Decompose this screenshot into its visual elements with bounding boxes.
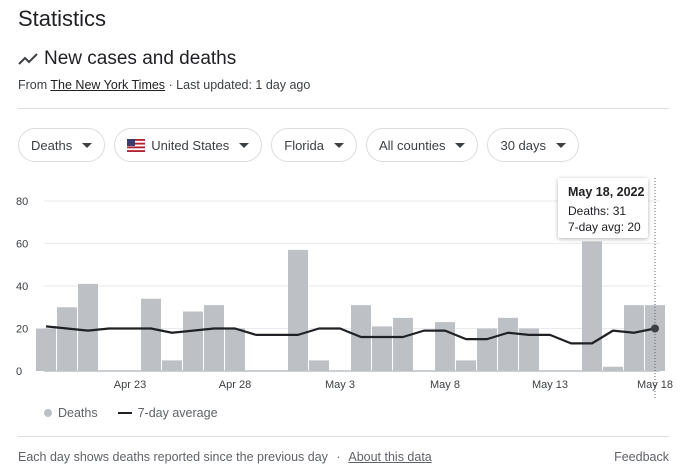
chevron-down-icon	[334, 142, 344, 148]
range-dropdown-label: 30 days	[500, 137, 547, 153]
chevron-down-icon	[82, 142, 93, 148]
death-bar	[582, 241, 602, 371]
page-title: Statistics	[18, 6, 107, 31]
source-prefix: From	[18, 78, 48, 92]
x-tick-label: Apr 23	[114, 379, 146, 391]
section-title: New cases and deaths	[44, 48, 237, 69]
chevron-down-icon	[455, 142, 466, 148]
death-bar	[624, 305, 644, 371]
y-tick-label: 20	[16, 324, 28, 336]
y-tick-label: 60	[16, 239, 28, 251]
filter-bar: Deaths United States Florida All countie…	[18, 128, 580, 162]
state-dropdown[interactable]: Florida	[271, 128, 357, 162]
feedback-link[interactable]: Feedback	[614, 450, 669, 464]
chevron-down-icon	[556, 142, 567, 148]
x-tick-label: Apr 28	[219, 379, 251, 391]
death-bar	[162, 360, 182, 371]
death-bar	[645, 305, 665, 371]
range-dropdown[interactable]: 30 days	[487, 128, 580, 162]
source-line: From The New York Times · Last updated: …	[18, 78, 310, 92]
death-bar	[498, 317, 518, 371]
chevron-down-icon	[239, 142, 250, 148]
state-dropdown-label: Florida	[284, 137, 324, 153]
y-tick-label: 0	[16, 366, 22, 378]
average-line	[45, 325, 656, 345]
divider-top	[18, 108, 669, 109]
county-dropdown-label: All counties	[379, 137, 446, 153]
tooltip-date: May 18, 2022	[568, 185, 645, 199]
death-bar	[36, 328, 56, 371]
legend-bar-swatch	[44, 409, 52, 417]
tooltip-average: 7-day avg: 20	[568, 220, 641, 234]
death-bar	[393, 317, 413, 371]
about-data-link[interactable]: About this data	[348, 450, 432, 464]
death-bar	[225, 328, 245, 371]
source-updated: · Last updated: 1 day ago	[168, 78, 311, 92]
county-dropdown[interactable]: All counties	[366, 128, 479, 162]
death-bar	[603, 366, 623, 371]
chart-legend: Deaths 7-day average	[44, 406, 218, 420]
death-bar	[519, 328, 539, 371]
trending-line-icon	[18, 53, 38, 65]
metric-dropdown[interactable]: Deaths	[18, 128, 106, 162]
death-bar	[456, 360, 476, 371]
death-bar	[309, 360, 329, 371]
death-bar	[477, 328, 497, 371]
country-dropdown-label: United States	[151, 137, 230, 153]
footer-separator: ·	[336, 450, 341, 464]
death-bar	[288, 249, 308, 371]
death-bar	[372, 326, 392, 371]
death-bar	[57, 307, 77, 371]
source-publisher-link[interactable]: The New York Times	[50, 78, 166, 92]
death-bar	[183, 311, 203, 371]
death-bar	[435, 322, 455, 371]
legend-line-label: 7-day average	[137, 406, 218, 420]
us-flag-icon	[127, 138, 146, 152]
x-tick-label: May 8	[430, 379, 460, 391]
death-bar	[141, 298, 161, 371]
divider-bottom	[18, 436, 669, 437]
x-tick-label: May 18	[637, 379, 673, 391]
deaths-chart[interactable]: 0 20 40 60 80 Apr 23 Apr 28 May 3 May 8 May 13 May…	[0, 170, 693, 402]
highlight-point	[651, 324, 659, 333]
tooltip-deaths: Deaths: 31	[568, 204, 627, 218]
y-tick-label: 40	[16, 281, 28, 293]
country-dropdown[interactable]: United States	[114, 128, 263, 162]
legend-bar-label: Deaths	[58, 406, 98, 420]
death-bar	[204, 305, 224, 371]
x-tick-label: May 13	[532, 379, 568, 391]
legend-line-swatch	[117, 412, 132, 414]
x-tick-label: May 3	[325, 379, 355, 391]
metric-dropdown-label: Deaths	[31, 137, 73, 153]
footer-note: Each day shows deaths reported since the…	[18, 450, 432, 464]
death-bar	[78, 283, 98, 371]
chart-tooltip: May 18, 2022 Deaths: 31 7-day avg: 20	[558, 178, 648, 238]
section-header: New cases and deaths	[18, 48, 236, 70]
footer-note-text: Each day shows deaths reported since the…	[18, 450, 328, 464]
y-tick-label: 80	[16, 196, 28, 208]
